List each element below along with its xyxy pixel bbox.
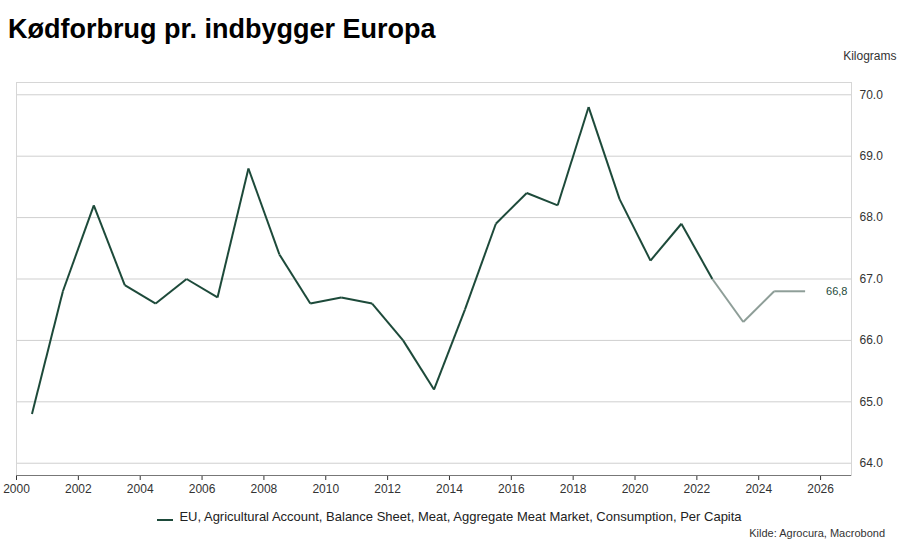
svg-text:2012: 2012 (374, 482, 401, 496)
svg-text:2008: 2008 (251, 482, 278, 496)
html-text:Kødforbrug pr. indbygger Europ: Kødforbrug pr. indbygger Europa (8, 14, 436, 44)
svg-text:66.0: 66.0 (860, 333, 884, 347)
svg-text:2014: 2014 (436, 482, 463, 496)
svg-text:2024: 2024 (745, 482, 772, 496)
svg-text:2006: 2006 (189, 482, 216, 496)
svg-text:2018: 2018 (560, 482, 587, 496)
html-text:EU, Agricultural Account, Bala: EU, Agricultural Account, Balance Sheet,… (179, 508, 742, 524)
svg-text:2026: 2026 (807, 482, 834, 496)
svg-text:2004: 2004 (127, 482, 154, 496)
svg-text:67.0: 67.0 (860, 272, 884, 286)
svg-text:64.0: 64.0 (860, 456, 884, 470)
svg-text:2000: 2000 (3, 482, 30, 496)
svg-text:66,8: 66,8 (826, 285, 847, 297)
html-text:Kilde: Agrocura, Macrobond: Kilde: Agrocura, Macrobond (749, 527, 885, 539)
svg-text:2016: 2016 (498, 482, 525, 496)
svg-text:2002: 2002 (65, 482, 92, 496)
svg-text:65.0: 65.0 (860, 395, 884, 409)
svg-text:2010: 2010 (312, 482, 339, 496)
svg-text:Kilograms: Kilograms (843, 49, 896, 63)
svg-text:69.0: 69.0 (860, 149, 884, 163)
svg-text:68.0: 68.0 (860, 210, 884, 224)
svg-text:70.0: 70.0 (860, 88, 884, 102)
svg-text:2022: 2022 (684, 482, 711, 496)
svg-text:2020: 2020 (622, 482, 649, 496)
